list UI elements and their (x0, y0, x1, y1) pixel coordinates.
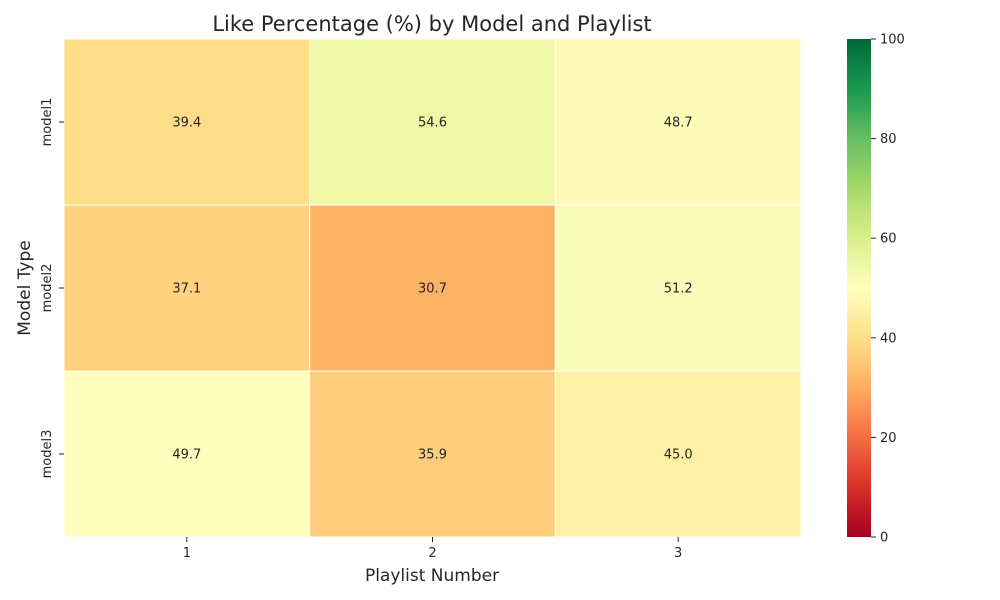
x-tick-label: 3 (674, 546, 682, 561)
heatmap-cell (63, 204, 311, 372)
cell-value-label: 30.7 (418, 282, 447, 297)
heatmap-cell (63, 370, 311, 538)
y-axis-label: Model Type (15, 240, 35, 336)
cell-value-label: 49.7 (172, 448, 201, 463)
cell-value-label: 35.9 (418, 448, 447, 463)
cell-value-label: 39.4 (172, 116, 201, 131)
colorbar-tick-label: 80 (880, 132, 897, 147)
y-tick-label: model3 (40, 430, 55, 479)
colorbar: 0 20 40 60 80 100 (847, 33, 905, 546)
colorbar-tick-label: 60 (880, 232, 897, 247)
colorbar-tick-label: 100 (880, 33, 905, 48)
heatmap-cell (554, 204, 802, 372)
y-axis: model1 model2 model3 (40, 98, 64, 479)
x-axis: 1 2 3 (183, 537, 682, 561)
heatmap-cell (309, 204, 556, 372)
colorbar-tick-label: 40 (880, 331, 897, 346)
cell-value-label: 48.7 (664, 116, 693, 131)
x-tick-label: 1 (183, 546, 191, 561)
colorbar-gradient (847, 39, 871, 537)
colorbar-tick-label: 0 (880, 531, 888, 546)
heatmap-cell (309, 370, 556, 538)
heatmap-cell (63, 38, 311, 206)
x-axis-label: Playlist Number (365, 566, 499, 586)
heatmap-cell (554, 38, 802, 206)
cell-value-label: 51.2 (664, 282, 693, 297)
heatmap-cell (309, 38, 556, 206)
heatmap-cells: 39.4 54.6 48.7 37.1 30.7 51.2 49.7 35.9 45.0 (63, 38, 802, 538)
cell-value-label: 54.6 (418, 116, 447, 131)
chart-title: Like Percentage (%) by Model and Playlis… (212, 12, 651, 36)
x-tick-label: 2 (428, 546, 436, 561)
cell-value-label: 37.1 (172, 282, 201, 297)
y-tick-label: model2 (40, 264, 55, 313)
y-tick-label: model1 (40, 98, 55, 147)
cell-value-label: 45.0 (664, 448, 693, 463)
colorbar-tick-label: 20 (880, 431, 897, 446)
